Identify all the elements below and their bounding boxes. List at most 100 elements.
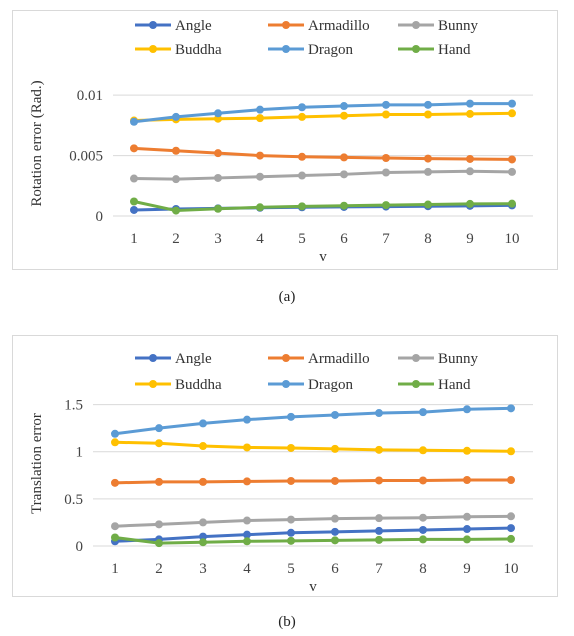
x-tick-label: 1 — [130, 231, 138, 247]
legend-item-buddha: Buddha — [135, 42, 222, 58]
data-point-angle — [507, 524, 515, 533]
data-point-hand — [331, 536, 339, 545]
data-point-dragon — [155, 424, 163, 433]
x-tick-label: 3 — [214, 231, 222, 247]
data-point-bunny — [331, 514, 339, 523]
legend-label: Bunny — [438, 351, 479, 367]
data-point-angle — [419, 525, 427, 534]
data-point-armadillo — [340, 153, 348, 162]
data-point-dragon — [507, 404, 515, 413]
data-point-hand — [214, 204, 222, 213]
data-point-dragon — [463, 405, 471, 414]
caption-a: (a) — [278, 289, 296, 305]
series-line-armadillo — [132, 146, 514, 161]
x-tick-label: 4 — [243, 561, 251, 577]
legend-marker — [149, 21, 157, 29]
data-point-hand — [130, 197, 138, 206]
legend-marker — [282, 45, 290, 53]
legend-label: Buddha — [175, 377, 222, 393]
data-point-armadillo — [214, 149, 222, 158]
data-point-dragon — [111, 429, 119, 438]
legend-item-buddha: Buddha — [135, 377, 222, 393]
legend-item-angle: Angle — [135, 18, 212, 34]
series-line-buddha — [132, 111, 514, 123]
data-point-dragon — [256, 105, 264, 114]
series-line-hand — [132, 200, 514, 213]
data-point-dragon — [508, 99, 516, 108]
data-point-armadillo — [243, 477, 251, 486]
x-tick-label: 3 — [199, 561, 207, 577]
data-point-bunny — [130, 174, 138, 183]
data-point-bunny — [466, 167, 474, 176]
legend-item-bunny: Bunny — [398, 18, 479, 34]
legend-marker — [282, 21, 290, 29]
data-point-dragon — [199, 419, 207, 428]
x-tick-label: 1 — [111, 561, 119, 577]
data-point-buddha — [243, 443, 251, 452]
y-tick-label: 0 — [76, 539, 84, 555]
rotation-error-chart: 0 0.005 0.01 1 2 3 4 5 6 7 8 9 10 v Rotation error (Ra… — [29, 18, 533, 265]
x-tick-label: 9 — [463, 561, 471, 577]
data-point-armadillo — [508, 155, 516, 164]
data-point-armadillo — [382, 154, 390, 162]
x-tick-label: 8 — [419, 561, 427, 577]
data-point-bunny — [382, 168, 390, 177]
legend-marker — [149, 354, 157, 362]
data-point-buddha — [256, 114, 264, 123]
data-point-hand — [466, 199, 474, 208]
data-point-hand — [111, 533, 119, 542]
data-point-dragon — [340, 102, 348, 111]
legend-item-hand: Hand — [398, 42, 471, 58]
data-point-angle — [375, 526, 383, 535]
y-tick-label: 0.005 — [69, 149, 103, 165]
legend-label: Angle — [175, 18, 212, 34]
x-tick-label: 7 — [375, 561, 383, 577]
data-point-buddha — [331, 444, 339, 453]
data-point-bunny — [463, 512, 471, 521]
data-point-bunny — [243, 516, 251, 525]
data-point-dragon — [375, 409, 383, 418]
data-point-hand — [256, 203, 264, 212]
data-point-angle — [463, 525, 471, 534]
data-point-angle — [331, 527, 339, 536]
series-line-dragon — [113, 406, 513, 436]
data-point-hand — [287, 536, 295, 545]
x-tick-label: 9 — [466, 231, 474, 247]
data-point-buddha — [424, 110, 432, 119]
legend-label: Armadillo — [308, 18, 370, 34]
data-point-buddha — [298, 112, 306, 121]
series-line-buddha — [113, 440, 513, 453]
x-tick-label: 6 — [340, 231, 348, 247]
data-point-dragon — [382, 100, 390, 109]
y-tick-label: 0 — [96, 209, 104, 225]
legend-marker — [282, 380, 290, 388]
data-point-armadillo — [424, 154, 432, 163]
data-point-buddha — [463, 446, 471, 455]
data-point-buddha — [340, 111, 348, 120]
data-point-armadillo — [155, 477, 163, 486]
legend-label: Angle — [175, 351, 212, 367]
data-point-bunny — [172, 175, 180, 184]
data-point-bunny — [298, 171, 306, 180]
data-point-bunny — [424, 167, 432, 176]
data-point-angle — [287, 528, 295, 537]
legend-item-bunny: Bunny — [398, 351, 479, 367]
legend-marker — [412, 354, 420, 362]
data-point-dragon — [331, 410, 339, 419]
legend-item-hand: Hand — [398, 377, 471, 393]
series-line-bunny — [113, 514, 513, 528]
x-tick-label: 2 — [155, 561, 163, 577]
data-point-armadillo — [463, 476, 471, 484]
legend-label: Bunny — [438, 18, 479, 34]
data-point-hand — [155, 539, 163, 548]
x-axis-title: v — [309, 579, 317, 595]
data-point-bunny — [199, 518, 207, 527]
y-axis-title: Translation error — [29, 413, 45, 514]
data-point-hand — [463, 535, 471, 544]
data-point-bunny — [287, 515, 295, 524]
data-point-dragon — [243, 415, 251, 424]
data-point-armadillo — [172, 146, 180, 155]
x-tick-label: 7 — [382, 231, 390, 247]
y-axis-title: Rotation error (Rad.) — [29, 80, 45, 206]
data-point-bunny — [155, 520, 163, 529]
